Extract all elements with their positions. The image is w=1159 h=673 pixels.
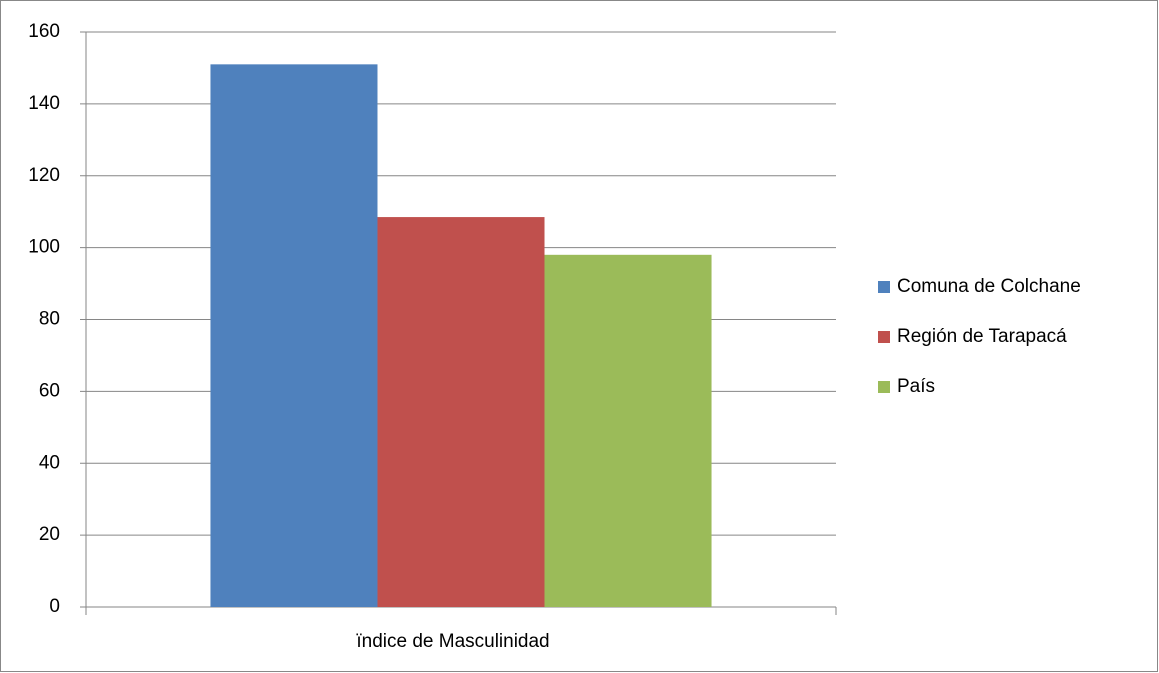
legend-swatch [878, 331, 890, 343]
x-tick-label: ïndice de Masculinidad [356, 631, 549, 652]
y-tick-label: 120 [28, 165, 60, 186]
legend-swatch [878, 281, 890, 293]
y-tick-label: 80 [39, 309, 60, 330]
y-tick-label: 140 [28, 93, 60, 114]
legend-label: Comuna de Colchane [897, 276, 1081, 297]
y-tick-label: 40 [39, 452, 60, 473]
y-tick-label: 100 [28, 237, 60, 258]
legend-swatch [878, 381, 890, 393]
y-tick-label: 0 [49, 596, 60, 617]
bar [377, 217, 545, 607]
y-tick-label: 20 [39, 524, 60, 545]
legend-label: Región de Tarapacá [897, 326, 1067, 347]
bar [544, 254, 712, 607]
y-tick-label: 60 [39, 380, 60, 401]
legend-label: País [897, 376, 935, 397]
y-tick-label: 160 [28, 21, 60, 42]
bar [210, 64, 378, 607]
